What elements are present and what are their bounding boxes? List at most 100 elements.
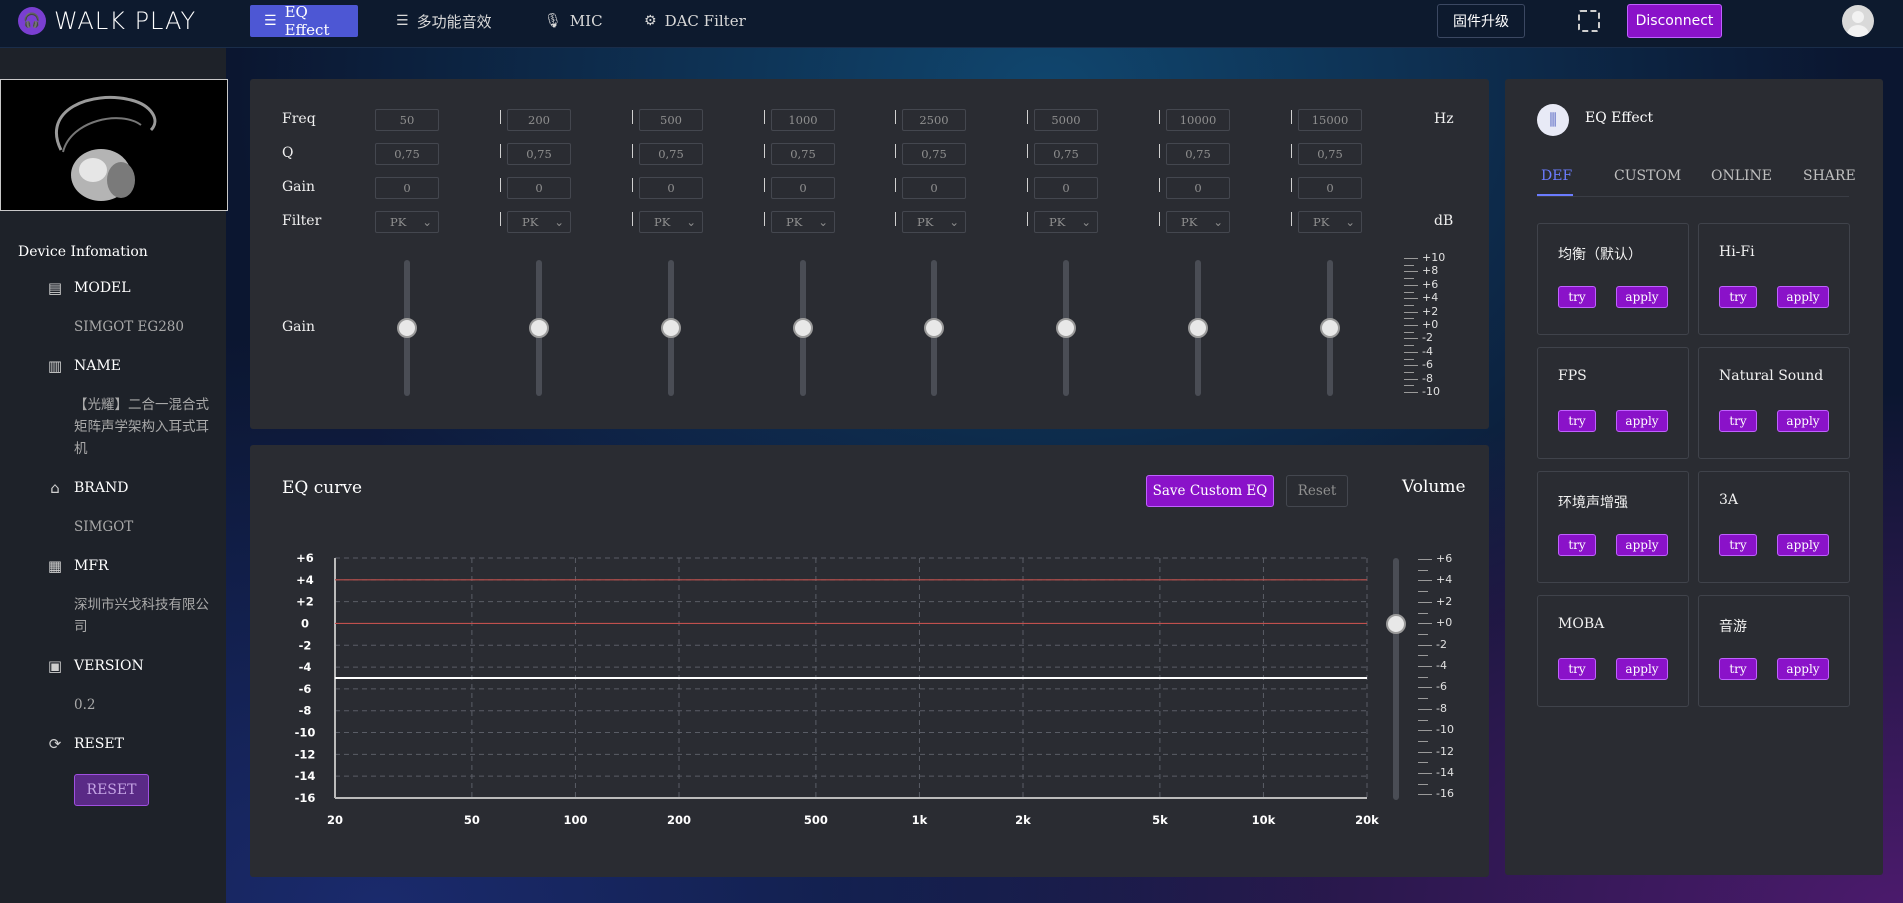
avatar[interactable] xyxy=(1842,5,1874,37)
volume-scale-tick xyxy=(1418,569,1428,571)
preset-name: FPS xyxy=(1558,368,1587,384)
filter-value: PK xyxy=(786,215,803,229)
band-gain-slider-knob[interactable] xyxy=(924,318,944,338)
preset-card[interactable]: 3A try apply xyxy=(1698,471,1850,583)
band-q-input[interactable]: 0,75 xyxy=(1034,143,1098,165)
tab-def[interactable]: DEF xyxy=(1541,168,1573,184)
band-freq-input[interactable]: 10000 xyxy=(1166,109,1230,131)
curve-reset-button[interactable]: Reset xyxy=(1286,475,1348,507)
volume-scale-label: -10 xyxy=(1436,723,1454,737)
preset-card[interactable]: 均衡（默认） try apply xyxy=(1537,223,1689,335)
band-q-input[interactable]: 0,75 xyxy=(1166,143,1230,165)
band-freq-input[interactable]: 2500 xyxy=(902,109,966,131)
band-gain-slider-knob[interactable] xyxy=(529,318,549,338)
band-freq-input[interactable]: 5000 xyxy=(1034,109,1098,131)
active-tab-indicator xyxy=(1537,194,1573,196)
band-gain-slider-knob[interactable] xyxy=(1188,318,1208,338)
scale-tick xyxy=(1404,318,1414,320)
band-filter-select[interactable]: PK ⌄ xyxy=(375,211,439,233)
tab-eq-effect[interactable]: ☰ EQ Effect xyxy=(250,3,358,39)
tab-custom[interactable]: CUSTOM xyxy=(1614,168,1682,184)
preset-card[interactable]: Natural Sound try apply xyxy=(1698,347,1850,459)
preset-try-button[interactable]: try xyxy=(1558,658,1596,680)
band-gain-slider-knob[interactable] xyxy=(397,318,417,338)
y-tick-label: -4 xyxy=(299,660,312,674)
eq-curve-chart: +6 +4 +2 0 -2 -4 -6 -8 -10 -12 -14 -16 20 50 100 200 500… xyxy=(295,551,1380,827)
preset-apply-button[interactable]: apply xyxy=(1777,658,1829,680)
volume-scale-label: -2 xyxy=(1436,637,1447,651)
brand-logo[interactable]: 🎧 WALK PLAY xyxy=(18,7,196,35)
band-freq-input[interactable]: 500 xyxy=(639,109,703,131)
band-filter-select[interactable]: PK ⌄ xyxy=(639,211,703,233)
band-filter-select[interactable]: PK ⌄ xyxy=(902,211,966,233)
y-tick-label: -6 xyxy=(299,682,312,696)
disconnect-button[interactable]: Disconnect xyxy=(1627,4,1722,38)
band-gain-input[interactable]: 0 xyxy=(1298,177,1362,199)
band-gain-input[interactable]: 0 xyxy=(902,177,966,199)
band-freq-input[interactable]: 50 xyxy=(375,109,439,131)
preset-card[interactable]: 环境声增强 try apply xyxy=(1537,471,1689,583)
preset-card[interactable]: FPS try apply xyxy=(1537,347,1689,459)
preset-try-button[interactable]: try xyxy=(1719,658,1757,680)
scan-icon[interactable] xyxy=(1578,10,1600,32)
band-gain-input[interactable]: 0 xyxy=(771,177,835,199)
preset-apply-button[interactable]: apply xyxy=(1616,658,1668,680)
preset-card[interactable]: MOBA try apply xyxy=(1537,595,1689,707)
tab-dac-filter[interactable]: ⚙ DAC Filter xyxy=(630,5,760,37)
gain-scale-label: +10 xyxy=(1422,251,1446,264)
tab-share[interactable]: SHARE xyxy=(1803,168,1856,184)
band-filter-select[interactable]: PK ⌄ xyxy=(1166,211,1230,233)
band-freq-input[interactable]: 15000 xyxy=(1298,109,1362,131)
band-q-input[interactable]: 0,75 xyxy=(639,143,703,165)
band-filter-select[interactable]: PK ⌄ xyxy=(771,211,835,233)
band-separator xyxy=(895,144,896,158)
tab-online[interactable]: ONLINE xyxy=(1711,168,1773,184)
volume-slider-track[interactable] xyxy=(1393,558,1399,800)
scale-tick xyxy=(1404,325,1418,326)
band-gain-slider-knob[interactable] xyxy=(793,318,813,338)
band-separator xyxy=(500,212,501,226)
band-gain-slider-knob[interactable] xyxy=(1320,318,1340,338)
preset-apply-button[interactable]: apply xyxy=(1616,534,1668,556)
band-q-input[interactable]: 0,75 xyxy=(1298,143,1362,165)
preset-try-button[interactable]: try xyxy=(1558,410,1596,432)
band-filter-select[interactable]: PK ⌄ xyxy=(507,211,571,233)
preset-apply-button[interactable]: apply xyxy=(1777,410,1829,432)
volume-slider-knob[interactable] xyxy=(1386,614,1406,634)
band-q-input[interactable]: 0,75 xyxy=(771,143,835,165)
band-gain-slider-knob[interactable] xyxy=(661,318,681,338)
firmware-upgrade-button[interactable]: 固件升级 xyxy=(1437,4,1525,38)
preset-name: MOBA xyxy=(1558,616,1605,632)
band-gain-input[interactable]: 0 xyxy=(1166,177,1230,199)
reset-button[interactable]: RESET xyxy=(74,774,149,806)
eq-curve-title: EQ curve xyxy=(282,478,363,498)
band-q-input[interactable]: 0,75 xyxy=(375,143,439,165)
preset-try-button[interactable]: try xyxy=(1719,410,1757,432)
preset-try-button[interactable]: try xyxy=(1719,286,1757,308)
band-gain-input[interactable]: 0 xyxy=(507,177,571,199)
preset-card[interactable]: 音游 try apply xyxy=(1698,595,1850,707)
band-q-input[interactable]: 0,75 xyxy=(902,143,966,165)
band-filter-select[interactable]: PK ⌄ xyxy=(1298,211,1362,233)
preset-try-button[interactable]: try xyxy=(1558,286,1596,308)
save-custom-eq-button[interactable]: Save Custom EQ xyxy=(1146,475,1274,507)
tab-multi-effect[interactable]: ☰ 多功能音效 xyxy=(382,5,506,37)
preset-apply-button[interactable]: apply xyxy=(1777,534,1829,556)
band-freq-input[interactable]: 1000 xyxy=(771,109,835,131)
band-gain-input[interactable]: 0 xyxy=(1034,177,1098,199)
band-gain-input[interactable]: 0 xyxy=(639,177,703,199)
band-q-input[interactable]: 0,75 xyxy=(507,143,571,165)
preset-card[interactable]: Hi-Fi try apply xyxy=(1698,223,1850,335)
band-filter-select[interactable]: PK ⌄ xyxy=(1034,211,1098,233)
tab-mic[interactable]: 🎙 MIC xyxy=(530,5,617,37)
volume-scale-label: -8 xyxy=(1436,701,1447,715)
band-gain-slider-knob[interactable] xyxy=(1056,318,1076,338)
preset-try-button[interactable]: try xyxy=(1558,534,1596,556)
band-freq-input[interactable]: 200 xyxy=(507,109,571,131)
preset-try-button[interactable]: try xyxy=(1719,534,1757,556)
preset-apply-button[interactable]: apply xyxy=(1616,410,1668,432)
band-gain-input[interactable]: 0 xyxy=(375,177,439,199)
band-separator xyxy=(500,110,501,124)
preset-apply-button[interactable]: apply xyxy=(1616,286,1668,308)
preset-apply-button[interactable]: apply xyxy=(1777,286,1829,308)
